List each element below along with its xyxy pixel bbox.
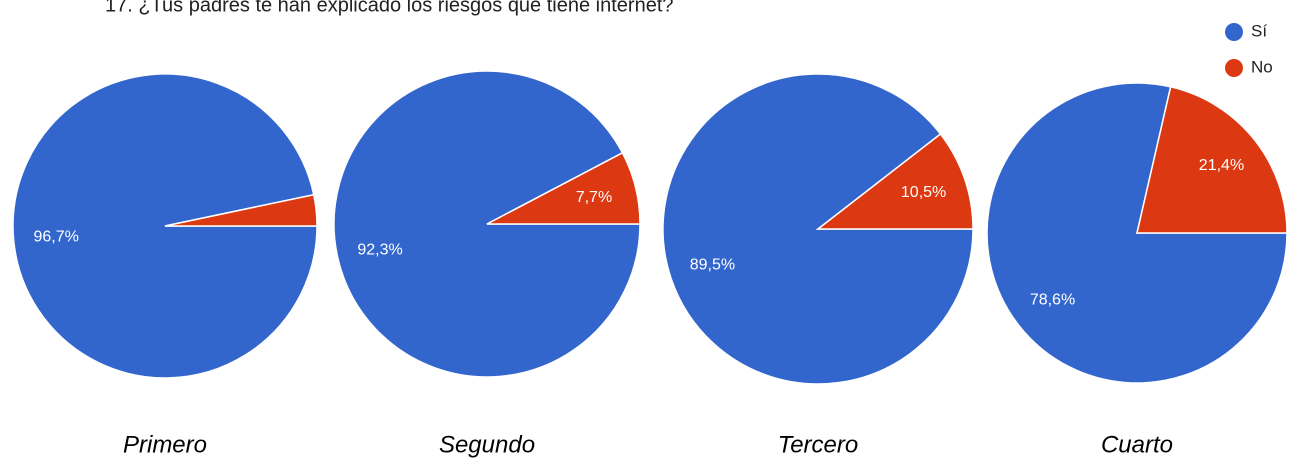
pie-slice — [1136, 85, 1288, 234]
slice-label: 78,6% — [1030, 291, 1075, 308]
slice-label: 89,5% — [690, 256, 735, 273]
pie-slice — [486, 151, 641, 225]
legend-swatch — [1225, 23, 1243, 41]
legend-label: No — [1251, 57, 1273, 76]
pie-title: Tercero — [778, 431, 858, 458]
slice-label: 92,3% — [357, 242, 402, 259]
legend-swatch — [1225, 59, 1243, 77]
legend-label: Sí — [1251, 21, 1267, 40]
pie-title: Segundo — [439, 431, 535, 458]
slice-label: 21,4% — [1199, 157, 1244, 174]
slice-label: 7,7% — [576, 189, 612, 206]
pie-slice — [662, 73, 974, 385]
pie-slice — [164, 193, 318, 227]
slice-label: 96,7% — [33, 229, 78, 246]
slice-label: 10,5% — [901, 184, 946, 201]
pie-title: Cuarto — [1101, 431, 1173, 458]
pie-slice — [815, 132, 974, 230]
pie-title: Primero — [123, 431, 207, 458]
pie-slice — [12, 73, 318, 379]
chart-title: 17. ¿Tus padres te han explicado los rie… — [105, 0, 674, 16]
